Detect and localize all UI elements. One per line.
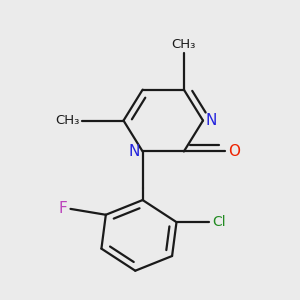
Text: N: N — [128, 144, 140, 159]
Text: O: O — [228, 144, 240, 159]
Text: CH₃: CH₃ — [172, 38, 196, 51]
Text: N: N — [206, 113, 217, 128]
Text: Cl: Cl — [212, 215, 226, 229]
Text: CH₃: CH₃ — [56, 114, 80, 127]
Text: F: F — [59, 201, 68, 216]
